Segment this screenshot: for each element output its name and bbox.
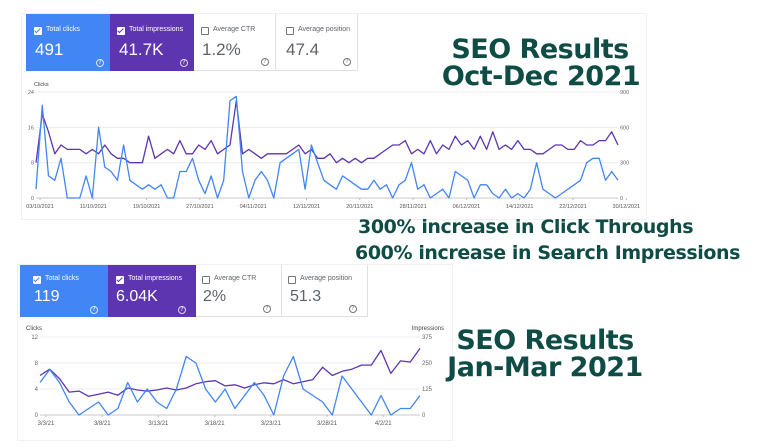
performance-chart-jan-mar: 12 375 8 250 4 125 0 0 Clicks Impressions 3/3/21 3/…	[26, 326, 444, 427]
x-tick-label: 03/10/2021	[26, 204, 54, 210]
x-tick-label: 20/11/2021	[346, 204, 373, 210]
checkbox-checked-icon[interactable]	[33, 276, 41, 284]
y-right-tick-label: 0	[620, 196, 623, 202]
x-tick-label: 12/11/2021	[293, 204, 320, 210]
help-icon[interactable]: ?	[178, 306, 186, 314]
x-tick-label: 04/11/2021	[240, 204, 267, 210]
checkbox-unchecked-icon[interactable]	[202, 276, 210, 284]
metric-value: 119	[34, 288, 60, 305]
headline-seo-results-bottom: SEO Results	[456, 325, 634, 356]
y-right-tick-label: 600	[620, 125, 629, 131]
performance-chart-oct-dec: 24 900 16 600 8 300 0 0 Clicks 03/10/2021 11/10/20…	[26, 82, 641, 210]
help-icon[interactable]: ?	[90, 306, 98, 314]
x-tick-label: 3/3/21	[38, 421, 55, 427]
metric-card-average-position[interactable]: Average position 47.4 ?	[276, 14, 358, 71]
y-left-tick-label: 0	[31, 196, 34, 202]
series-line-total-clicks	[39, 355, 421, 416]
x-tick-label: 3/23/21	[261, 421, 282, 427]
metric-card-total-clicks[interactable]: Total clicks 491 ?	[26, 14, 110, 71]
x-tick-label: 3/28/21	[317, 421, 338, 427]
metric-label: Average CTR	[214, 275, 257, 282]
x-tick-label: 3/18/21	[205, 421, 226, 427]
metric-card-average-ctr[interactable]: Average CTR 1.2% ?	[194, 14, 276, 71]
metric-value: 491	[35, 40, 64, 59]
y-left-axis-label: Clicks	[26, 326, 42, 332]
y-left-tick-label: 8	[35, 361, 39, 367]
headline-period-bottom: Jan-Mar 2021	[447, 352, 643, 383]
report-panel-oct-dec-2021: Total clicks 491 ? Total impressions 41.…	[22, 14, 646, 219]
x-tick-label: 4/2/21	[375, 421, 392, 427]
metric-card-average-ctr[interactable]: Average CTR 2% ?	[196, 265, 282, 317]
headline-period-top: Oct-Dec 2021	[441, 61, 641, 92]
x-tick-label: 27/10/2021	[186, 204, 214, 210]
metric-card-total-impressions[interactable]: Total impressions 41.7K ?	[110, 14, 194, 71]
x-tick-label: 11/10/2021	[80, 204, 107, 210]
metric-value: 51.3	[290, 288, 322, 305]
y-right-tick-label: 0	[422, 413, 426, 419]
help-icon[interactable]: ?	[343, 58, 351, 66]
report-panel-jan-mar-2021: Total clicks 119 ? Total impressions 6.0…	[18, 265, 452, 440]
metric-label: Total impressions	[129, 26, 184, 33]
y-left-tick-label: 0	[35, 413, 39, 419]
checkbox-unchecked-icon[interactable]	[288, 276, 296, 284]
y-left-tick-label: 16	[28, 125, 34, 131]
help-icon[interactable]: ?	[263, 305, 271, 313]
checkbox-checked-icon[interactable]	[117, 27, 125, 35]
metric-card-total-impressions[interactable]: Total impressions 6.04K ?	[108, 265, 196, 317]
metric-value: 41.7K	[119, 40, 164, 59]
x-tick-label: 14/12/2021	[506, 204, 534, 210]
y-right-tick-label: 375	[422, 335, 433, 341]
metric-card-average-position[interactable]: Average position 51.3 ?	[282, 265, 368, 317]
metric-value: 6.04K	[116, 288, 158, 305]
x-tick-label: 22/12/2021	[559, 204, 587, 210]
y-right-axis-label: Impressions	[412, 326, 444, 332]
y-left-axis-label: Clicks	[34, 82, 49, 88]
metric-label: Average position	[300, 275, 353, 282]
metric-label: Average position	[298, 26, 351, 33]
checkbox-checked-icon[interactable]	[116, 276, 124, 284]
series-line-total-impressions	[35, 100, 619, 164]
metric-label: Average CTR	[213, 26, 256, 33]
metric-value: 1.2%	[202, 40, 241, 59]
x-tick-label: 3/8/21	[94, 421, 111, 427]
x-tick-label: 30/12/2021	[613, 204, 641, 210]
y-right-tick-label: 900	[620, 90, 629, 96]
y-right-tick-label: 125	[422, 387, 433, 393]
help-icon[interactable]: ?	[96, 59, 104, 67]
x-tick-label: 19/10/2021	[133, 204, 161, 210]
metric-value: 47.4	[286, 40, 320, 59]
y-right-tick-label: 250	[422, 361, 433, 367]
metric-value: 2%	[203, 288, 227, 305]
y-left-tick-label: 24	[28, 90, 34, 96]
caption-click-increase: 300% increase in Click Throughs	[358, 216, 694, 238]
y-left-tick-label: 4	[35, 387, 39, 393]
metric-label: Total clicks	[45, 275, 79, 282]
help-icon[interactable]: ?	[349, 305, 357, 313]
series-line-total-impressions	[39, 348, 421, 397]
x-tick-label: 28/11/2021	[400, 204, 427, 210]
help-icon[interactable]: ?	[180, 59, 188, 67]
metric-card-total-clicks[interactable]: Total clicks 119 ?	[20, 265, 108, 317]
help-icon[interactable]: ?	[261, 58, 269, 66]
y-right-tick-label: 300	[620, 161, 629, 167]
y-left-tick-label: 12	[31, 335, 38, 341]
headline-seo-results-top: SEO Results	[451, 34, 629, 65]
caption-impression-increase: 600% increase in Search Impressions	[355, 242, 741, 264]
y-left-tick-label: 8	[31, 161, 34, 167]
x-tick-label: 3/13/21	[148, 421, 169, 427]
checkbox-unchecked-icon[interactable]	[201, 27, 209, 35]
series-line-total-clicks	[35, 95, 619, 199]
metric-label: Total impressions	[128, 275, 183, 282]
checkbox-checked-icon[interactable]	[34, 27, 42, 35]
x-tick-label: 06/12/2021	[453, 204, 481, 210]
checkbox-unchecked-icon[interactable]	[286, 27, 294, 35]
metric-label: Total clicks	[46, 26, 80, 33]
